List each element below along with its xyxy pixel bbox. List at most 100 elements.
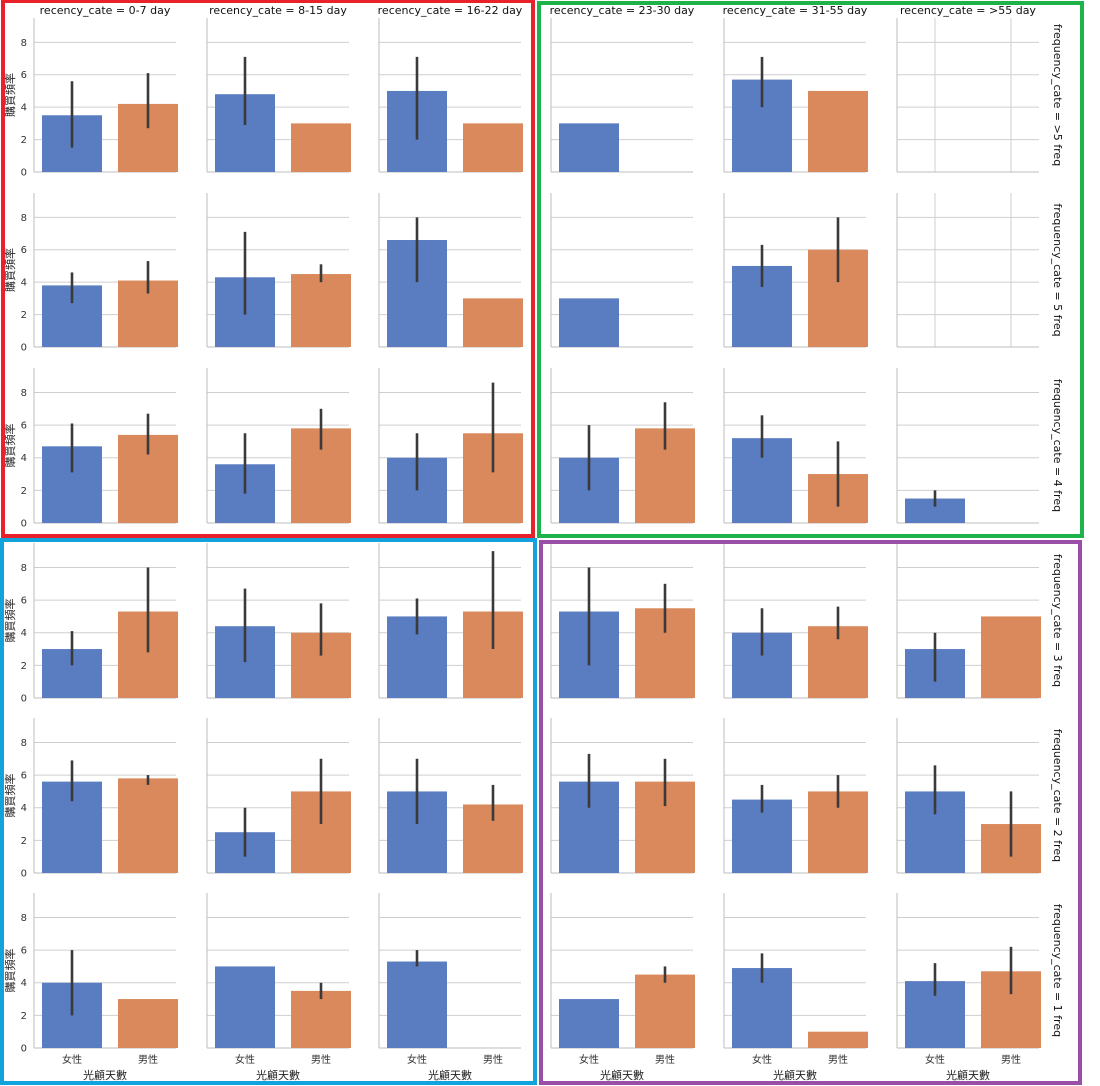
bar-male (808, 90, 868, 172)
x-tick-label: 女性 (62, 1053, 82, 1066)
y-tick-label: 4 (21, 628, 27, 639)
y-tick-label: 8 (21, 913, 27, 924)
panel-r1-c5 (723, 18, 868, 173)
panel-r5-c5 (723, 718, 868, 874)
panel-r5-c1: 0 2 4 6 8 購買頻率 (3, 718, 178, 880)
y-tick-label: 4 (21, 453, 27, 464)
row-title: frequency_cate = 1 freq (1051, 904, 1064, 1037)
y-tick-label: 4 (21, 278, 27, 289)
y-tick-label: 0 (21, 519, 27, 530)
y-tick-label: 4 (21, 803, 27, 814)
bar-male (291, 123, 351, 172)
x-tick-label: 男性 (655, 1053, 675, 1066)
x-axis-label: 光顧天數 (946, 1068, 990, 1082)
row-title: frequency_cate = 3 freq (1051, 554, 1064, 687)
blue-box (0, 538, 537, 1085)
panel-r4-c3 (378, 543, 523, 699)
y-tick-label: 0 (21, 1044, 27, 1055)
y-axis-label: 購買頻率 (3, 73, 17, 117)
y-tick-label: 2 (21, 836, 27, 847)
labels-layer: frequency_cate = >5 freq frequency_cate =… (40, 4, 1064, 1037)
panel-r4-c6 (896, 543, 1041, 699)
y-tick-label: 2 (21, 135, 27, 146)
y-tick-label: 6 (21, 771, 27, 782)
y-axis-label: 購買頻率 (3, 424, 17, 468)
panel-r2-c5 (723, 193, 868, 348)
panel-r3-c5 (723, 368, 868, 524)
panel-r3-c6 (896, 368, 1039, 524)
bar-male (981, 616, 1041, 698)
panel-r4-c5 (723, 543, 868, 699)
bar-female (559, 999, 619, 1048)
y-tick-label: 8 (21, 563, 27, 574)
y-tick-label: 2 (21, 1011, 27, 1022)
panel-r4-c4 (550, 543, 695, 699)
x-tick-label: 女性 (235, 1053, 255, 1066)
bar-male (635, 974, 695, 1048)
green-box (537, 1, 1084, 538)
panel-r5-c4 (550, 718, 695, 874)
panel-r4-c2 (206, 543, 351, 699)
row-title: frequency_cate = 5 freq (1051, 203, 1064, 336)
y-tick-label: 6 (21, 596, 27, 607)
panel-r5-c6 (896, 718, 1041, 874)
column-title: recency_cate = >55 day (900, 4, 1036, 17)
bar-female (215, 966, 275, 1048)
x-tick-label: 男性 (828, 1053, 848, 1066)
y-tick-label: 0 (21, 694, 27, 705)
y-axis-label: 購買頻率 (3, 774, 17, 818)
panel-r2-c2 (206, 193, 351, 348)
x-tick-label: 男性 (311, 1053, 331, 1066)
y-axis-label: 購買頻率 (3, 949, 17, 993)
y-tick-label: 4 (21, 103, 27, 114)
panels-layer: 0 2 4 6 8 購買頻率 0 2 4 6 8 購買頻率 0 2 4 6 8 購買頻率 0 2 4 6 8 購買頻率 0 2 4 6… (3, 18, 1041, 1082)
bar-female (559, 298, 619, 347)
row-title: frequency_cate = 2 freq (1051, 729, 1064, 862)
y-tick-label: 6 (21, 421, 27, 432)
column-title: recency_cate = 31-55 day (723, 4, 868, 17)
y-tick-label: 8 (21, 38, 27, 49)
bar-male (291, 990, 351, 1048)
bar-male (291, 274, 351, 347)
panel-r3-c1: 0 2 4 6 8 購買頻率 (3, 368, 178, 530)
bar-male (463, 123, 523, 172)
x-tick-label: 女性 (579, 1053, 599, 1066)
x-axis-label: 光顧天數 (83, 1068, 127, 1082)
panel-r2-c4 (550, 193, 693, 348)
y-tick-label: 0 (21, 168, 27, 179)
panel-r5-c3 (378, 718, 523, 874)
bar-male (118, 778, 178, 873)
y-axis-label: 購買頻率 (3, 248, 17, 292)
row-title: frequency_cate = >5 freq (1051, 24, 1064, 166)
y-tick-label: 2 (21, 310, 27, 321)
panel-r1-c4 (550, 18, 693, 173)
panel-r1-c2 (206, 18, 351, 173)
y-tick-label: 8 (21, 213, 27, 224)
panel-r3-c2 (206, 368, 351, 524)
x-tick-label: 男性 (138, 1053, 158, 1066)
panel-r1-c6 (896, 18, 1039, 173)
column-title: recency_cate = 16-22 day (378, 4, 523, 17)
x-axis-label: 光顧天數 (256, 1068, 300, 1082)
y-tick-label: 0 (21, 869, 27, 880)
y-tick-label: 6 (21, 245, 27, 256)
y-tick-label: 2 (21, 661, 27, 672)
red-box (1, 0, 535, 538)
y-tick-label: 6 (21, 946, 27, 957)
column-title: recency_cate = 23-30 day (550, 4, 695, 17)
y-tick-label: 0 (21, 343, 27, 354)
row-title: frequency_cate = 4 freq (1051, 379, 1064, 512)
y-tick-label: 8 (21, 388, 27, 399)
panel-r1-c1: 0 2 4 6 8 購買頻率 (3, 18, 178, 179)
y-axis-label: 購買頻率 (3, 599, 17, 643)
bar-male (463, 298, 523, 347)
y-tick-label: 4 (21, 978, 27, 989)
x-axis-label: 光顧天數 (600, 1068, 644, 1082)
x-tick-label: 女性 (407, 1053, 427, 1066)
